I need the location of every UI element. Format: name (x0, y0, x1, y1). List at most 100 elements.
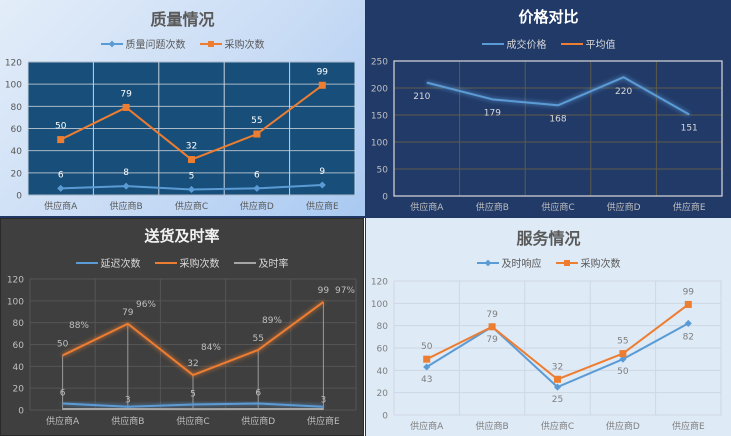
chart-legend: 及时响应 采购次数 (366, 255, 731, 270)
square-marker-icon (253, 130, 261, 138)
data-label: 96% (136, 300, 156, 310)
y-tick-label: 40 (11, 147, 23, 157)
data-label: 79 (486, 335, 498, 345)
legend-item: 延迟次数 (75, 255, 141, 270)
x-tick-label: 供应商A (410, 420, 444, 432)
x-tick-label: 供应商D (240, 200, 274, 212)
legend-label: 延迟次数 (100, 259, 141, 270)
data-label: 8 (123, 168, 129, 178)
y-tick-label: 120 (371, 278, 388, 288)
square-marker-icon (554, 375, 561, 383)
data-label: 6 (255, 388, 261, 398)
data-label: 43 (421, 375, 432, 385)
plot-area: 0 20 40 60 80 100 120 供应商A 供应商B 供应商C 供应商D 供应商E 6 8 5 6 9… (5, 59, 356, 212)
data-label: 50 (617, 367, 629, 377)
y-tick-label: 0 (16, 192, 22, 202)
data-label: 84% (201, 343, 221, 353)
diamond-marker-icon (187, 185, 196, 193)
square-marker-icon (423, 355, 431, 363)
data-label: 99 (317, 67, 329, 77)
square-marker-icon (318, 81, 326, 89)
plot-area: 0 20 40 60 80 100 120 供应商A 供应商B 供应商C 供应商D 供应商E 6 3 5 6 3… (7, 276, 357, 427)
legend-item: 成交价格 (481, 36, 547, 51)
data-label: 79 (120, 89, 132, 99)
data-label: 3 (321, 396, 327, 406)
data-label: 32 (187, 359, 198, 369)
legend-item: 平均值 (560, 36, 616, 51)
x-tick-label: 供应商D (241, 415, 275, 427)
y-tick-label: 80 (13, 319, 25, 329)
data-label: 79 (122, 308, 134, 318)
y-tick-label: 20 (13, 385, 25, 395)
data-label: 179 (484, 108, 501, 118)
y-tick-label: 0 (382, 193, 388, 203)
square-marker-icon (122, 103, 130, 111)
data-label: 32 (186, 142, 197, 152)
y-tick-label: 100 (5, 81, 22, 91)
x-tick-label: 供应商E (307, 415, 340, 427)
y-tick-label: 100 (7, 297, 24, 307)
divider (365, 0, 366, 436)
chart-legend: 延迟次数 采购次数 及时率 (1, 255, 363, 270)
legend-label: 采购次数 (179, 259, 220, 270)
data-label: 220 (615, 87, 632, 97)
data-label: 99 (683, 287, 695, 297)
y-tick-label: 20 (11, 169, 23, 179)
square-marker-icon (188, 156, 195, 164)
y-tick-label: 100 (371, 300, 388, 310)
data-label: 82 (683, 332, 694, 342)
x-tick-label: 供应商B (476, 420, 509, 432)
x-tick-label: 供应商D (607, 201, 641, 213)
legend-item: 采购次数 (199, 36, 265, 51)
legend-item: 质量问题次数 (100, 36, 186, 51)
data-label: 55 (251, 116, 262, 126)
y-tick-label: 120 (5, 59, 22, 69)
y-tick-label: 150 (371, 112, 388, 122)
x-tick-label: 供应商B (476, 201, 509, 213)
chart-title: 送货及时率 (144, 227, 220, 245)
x-tick-label: 供应商E (306, 200, 339, 212)
data-label: 210 (413, 92, 430, 102)
y-tick-label: 80 (377, 322, 389, 332)
series-line (62, 301, 324, 377)
data-label: 50 (55, 122, 67, 132)
chart-service: 服务情况 及时响应 采购次数 0 20 40 60 80 100 120 供应商A 供应商B 供应… (366, 218, 731, 436)
chart-legend: 质量问题次数 采购次数 (0, 36, 365, 51)
x-tick-label: 供应商A (44, 200, 78, 212)
legend-item: 采购次数 (154, 255, 220, 270)
data-label: 168 (549, 114, 566, 124)
legend-item: 及时率 (233, 255, 289, 270)
chart-legend: 成交价格 平均值 (366, 36, 731, 51)
y-tick-label: 50 (377, 166, 389, 176)
x-tick-label: 供应商B (111, 415, 144, 427)
legend-line-icon (481, 42, 504, 45)
data-label: 9 (319, 167, 325, 177)
legend-label: 及时率 (258, 259, 289, 270)
x-tick-label: 供应商D (606, 420, 640, 432)
y-tick-label: 100 (371, 139, 388, 149)
chart-quality: 质量情况 质量问题次数 采购次数 0 20 40 60 80 100 120 供应商A 供应商B… (0, 0, 365, 216)
legend-line-icon (560, 42, 583, 45)
legend-item: 采购次数 (555, 255, 621, 270)
data-label: 151 (681, 123, 698, 133)
x-tick-label: 供应商C (175, 200, 208, 212)
y-tick-label: 60 (13, 341, 25, 351)
diamond-marker-icon (253, 184, 261, 192)
data-label: 6 (60, 388, 66, 398)
data-label: 6 (254, 170, 260, 180)
legend-label: 质量问题次数 (125, 40, 186, 51)
x-tick-label: 供应商C (176, 415, 209, 427)
x-tick-label: 供应商A (410, 201, 444, 213)
x-tick-label: 供应商E (672, 420, 705, 432)
legend-label: 及时响应 (501, 259, 542, 270)
legend-line-icon (555, 259, 578, 266)
data-label: 79 (486, 310, 498, 320)
y-tick-label: 250 (371, 58, 388, 68)
legend-item: 及时响应 (476, 255, 542, 270)
data-label: 6 (58, 170, 64, 180)
data-label: 5 (190, 390, 196, 400)
square-marker-icon (207, 40, 214, 47)
chart-title: 质量情况 (150, 10, 215, 29)
y-tick-label: 0 (382, 412, 388, 422)
legend-line-icon (476, 259, 499, 266)
